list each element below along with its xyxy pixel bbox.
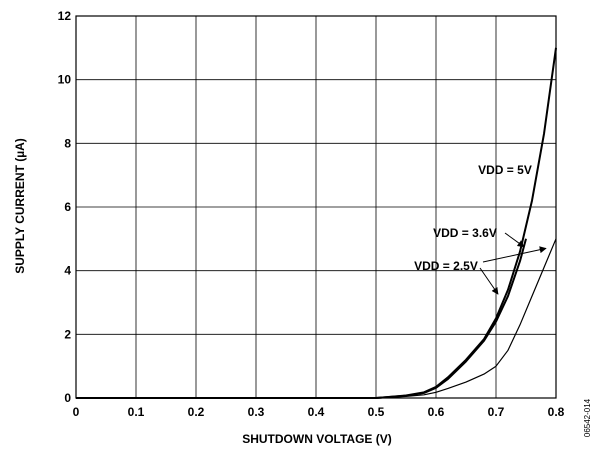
annotation-arrow xyxy=(479,267,499,295)
series-annotations: VDD = 5V VDD = 3.6V VDD = 2.5V xyxy=(414,163,547,295)
y-tick-label: 0 xyxy=(64,391,71,405)
x-tick-label: 0.5 xyxy=(368,405,385,419)
annotation-arrow xyxy=(482,246,547,263)
y-tick-label: 4 xyxy=(64,264,71,278)
y-tick-label: 8 xyxy=(64,136,71,150)
series-annotation-label: VDD = 5V xyxy=(478,163,532,177)
x-tick-labels: 0 0.1 0.2 0.3 0.4 0.5 0.6 0.7 0.8 xyxy=(73,405,565,419)
y-tick-label: 2 xyxy=(64,327,71,341)
y-tick-labels: 0 2 4 6 8 10 12 xyxy=(58,9,72,405)
x-tick-label: 0.2 xyxy=(188,405,205,419)
series-annotation-label: VDD = 3.6V xyxy=(433,226,497,240)
x-tick-label: 0.1 xyxy=(128,405,145,419)
x-tick-label: 0.8 xyxy=(548,405,565,419)
plot-frame xyxy=(75,15,557,399)
x-tick-label: 0 xyxy=(73,405,80,419)
series-annotation-label: VDD = 2.5V xyxy=(414,259,478,273)
y-tick-label: 10 xyxy=(58,73,72,87)
annotation-arrow xyxy=(504,232,525,248)
x-tick-label: 0.4 xyxy=(308,405,325,419)
data-lines xyxy=(76,47,557,399)
grid-lines xyxy=(76,16,556,398)
series-line xyxy=(76,238,557,399)
figure-id: 06542-014 xyxy=(583,398,592,437)
x-tick-label: 0.3 xyxy=(248,405,265,419)
x-axis-title: SHUTDOWN VOLTAGE (V) xyxy=(242,432,392,446)
x-tick-label: 0.6 xyxy=(428,405,445,419)
y-tick-label: 12 xyxy=(58,9,72,23)
y-axis-title: SUPPLY CURRENT (µA) xyxy=(13,138,27,274)
x-tick-label: 0.7 xyxy=(488,405,505,419)
y-tick-label: 6 xyxy=(64,200,71,214)
